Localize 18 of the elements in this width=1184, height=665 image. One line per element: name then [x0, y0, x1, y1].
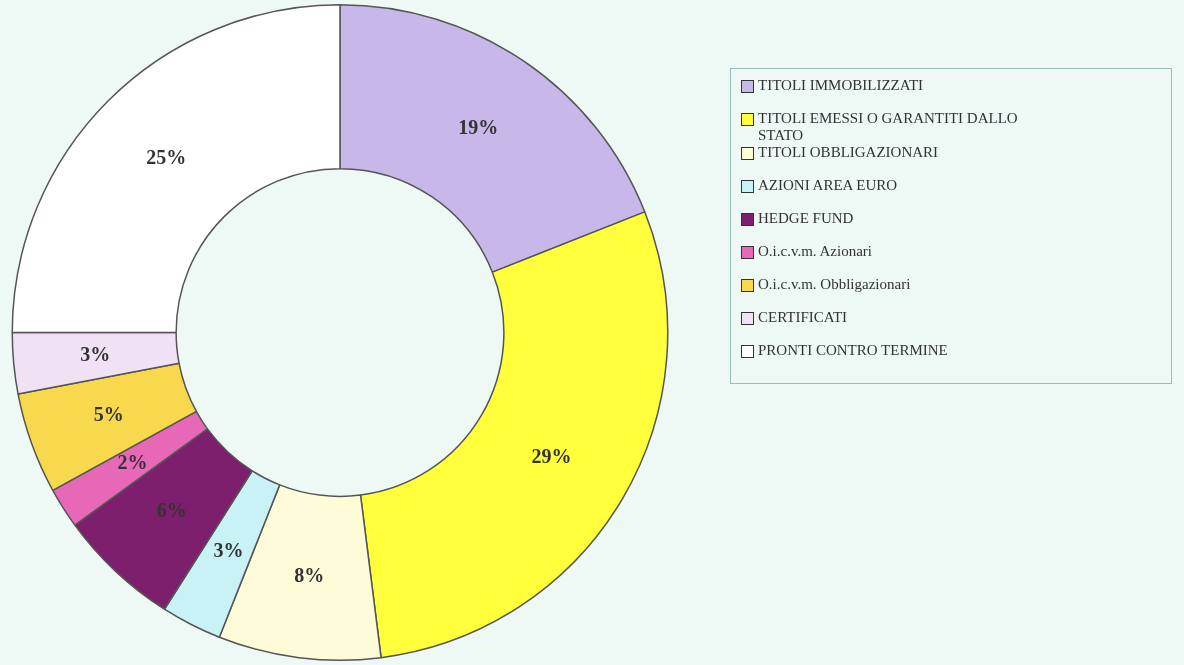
legend-label: TITOLI OBBLIGAZIONARI	[758, 144, 940, 161]
legend-label: O.i.c.v.m. Azionari	[758, 243, 873, 260]
data-label: 3%	[80, 342, 111, 365]
data-label: 6%	[156, 498, 187, 521]
data-label: 3%	[213, 538, 244, 561]
legend-label: TITOLI IMMOBILIZZATI	[758, 77, 925, 94]
data-label: 5%	[93, 402, 124, 425]
data-label: 25%	[146, 145, 187, 168]
data-label: 19%	[458, 116, 499, 139]
legend-label: PRONTI CONTRO TERMINE	[758, 342, 949, 359]
legend-label: TITOLI EMESSI O GARANTITI DALLO STATO	[758, 110, 1019, 144]
data-label: 8%	[294, 563, 325, 586]
data-label: 29%	[531, 444, 572, 467]
legend-label: O.i.c.v.m. Obbligazionari	[758, 276, 912, 293]
legend-label: CERTIFICATI	[758, 309, 849, 326]
legend-label: HEDGE FUND	[758, 210, 855, 227]
legend-label: AZIONI AREA EURO	[758, 177, 899, 194]
data-label: 2%	[117, 451, 148, 474]
